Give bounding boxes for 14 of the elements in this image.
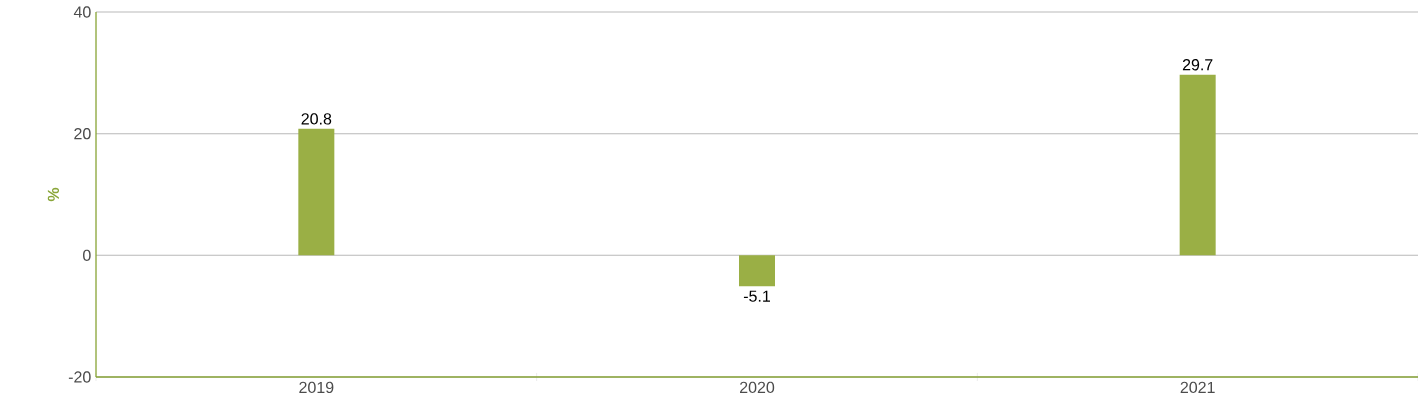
bar bbox=[1179, 74, 1216, 256]
y-tick-label: 40 bbox=[73, 6, 91, 18]
bar bbox=[739, 255, 775, 287]
y-tick-label: -20 bbox=[68, 371, 91, 383]
x-tick-label: 2020 bbox=[740, 381, 775, 394]
x-tick-label: 2021 bbox=[1180, 381, 1215, 394]
y-tick-label: 20 bbox=[74, 128, 91, 140]
data-label: 29.7 bbox=[1182, 59, 1213, 71]
bar bbox=[298, 128, 335, 256]
data-label: 20.8 bbox=[301, 113, 332, 125]
x-tick-label: 2019 bbox=[299, 381, 334, 394]
y-axis-title: % bbox=[47, 187, 60, 202]
y-tick-label: 0 bbox=[83, 249, 91, 261]
data-label: -5.1 bbox=[743, 290, 770, 302]
